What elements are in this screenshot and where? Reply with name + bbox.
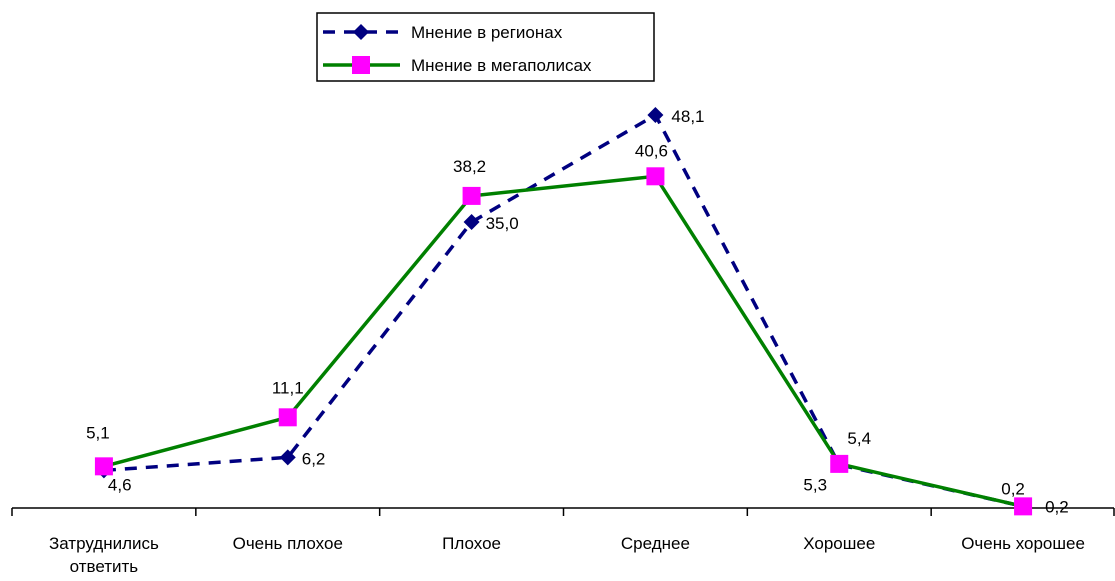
data-label-megapolises: 5,4: [847, 429, 871, 448]
series-markers: [94, 107, 1033, 516]
marker-megapolises: [1014, 497, 1033, 516]
x-tick-label: Среднее: [621, 534, 690, 553]
marker-megapolises: [830, 454, 849, 473]
legend-label-megapolises: Мнение в мегаполисах: [411, 56, 592, 75]
series-line-megapolises: [103, 174, 1024, 509]
x-tick-label: Хорошее: [803, 534, 875, 553]
legend-label-regions: Мнение в регионах: [411, 23, 563, 42]
x-tick-label: Очень хорошее: [961, 534, 1085, 553]
data-label-regions: 48,1: [671, 107, 704, 126]
data-label-megapolises: 11,1: [272, 378, 304, 397]
data-label-regions: 4,6: [108, 475, 132, 494]
legend-marker-megapolises: [352, 56, 370, 74]
marker-megapolises: [462, 186, 481, 205]
marker-megapolises: [278, 408, 297, 427]
marker-regions: [279, 449, 296, 466]
legend-box: [316, 12, 655, 82]
data-label-regions: 0,2: [1045, 497, 1069, 516]
marker-megapolises: [94, 457, 113, 476]
marker-megapolises: [646, 167, 665, 186]
marker-regions: [463, 214, 480, 231]
data-label-megapolises: 38,2: [453, 157, 486, 176]
legend: Мнение в регионах Мнение в мегаполисах: [316, 12, 655, 82]
series-lines: [103, 112, 1024, 509]
data-labels: 4,6 6,2 35,0 48,1 5,3 0,2 5,1 11,1 38,2 40,6 5,4 0,…: [86, 107, 1069, 516]
data-label-regions: 6,2: [302, 449, 326, 468]
legend-marker-regions: [353, 24, 369, 40]
series-line-regions: [103, 112, 1024, 509]
data-label-megapolises: 5,1: [86, 423, 110, 442]
x-axis: Затруднились ответить Очень плохое Плохое Ср…: [11, 507, 1115, 576]
x-tick-label: Плохое: [442, 534, 501, 553]
data-label-regions: 35,0: [486, 214, 519, 233]
data-label-regions: 5,3: [803, 476, 827, 495]
x-tick-label: Затруднились ответить: [49, 534, 159, 576]
marker-regions: [647, 107, 664, 124]
x-tick-label: Очень плохое: [233, 534, 343, 553]
data-label-megapolises: 0,2: [1001, 479, 1025, 498]
data-label-megapolises: 40,6: [635, 141, 668, 160]
